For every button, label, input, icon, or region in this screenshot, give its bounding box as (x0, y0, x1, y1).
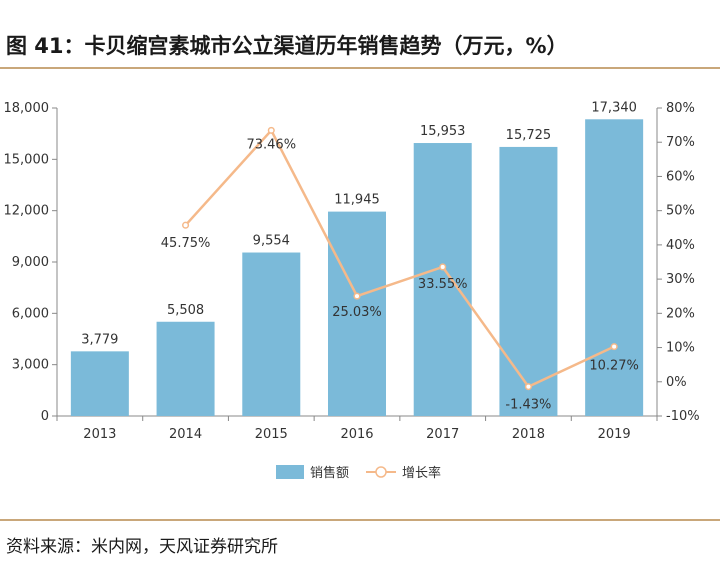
bar-value-label: 15,953 (420, 124, 466, 139)
bar-value-label: 5,508 (167, 303, 204, 318)
y-left-tick-label: 15,000 (4, 152, 50, 167)
x-tick-label: 2014 (169, 427, 202, 442)
legend-swatch-bar (276, 465, 304, 479)
y-left-tick-label: 0 (41, 409, 49, 424)
bar (499, 146, 558, 416)
bar (328, 211, 386, 416)
y-right-tick-label: 70% (666, 135, 695, 150)
bar (585, 119, 644, 416)
y-right-tick-label: 50% (666, 204, 695, 219)
y-right-tick-label: 20% (666, 306, 695, 321)
title-bar: 图 41：卡贝缩宫素城市公立渠道历年销售趋势（万元，%） (0, 0, 728, 68)
bar-value-label: 9,554 (253, 234, 290, 249)
bar (70, 351, 129, 416)
y-right-tick-label: 30% (666, 272, 695, 287)
bar (156, 321, 215, 416)
growth-rate-point (610, 343, 618, 351)
bar-value-label: 15,725 (506, 128, 552, 143)
x-tick-label: 2017 (426, 427, 459, 442)
growth-rate-label: 10.27% (589, 359, 639, 374)
x-tick-label: 2013 (83, 427, 116, 442)
y-left-tick-label: 3,000 (12, 358, 49, 373)
top-divider (0, 67, 720, 69)
y-right-tick-label: 0% (666, 375, 687, 390)
bar-value-label: 11,945 (334, 193, 380, 208)
y-left-tick-label: 9,000 (12, 255, 49, 270)
growth-rate-point (182, 221, 190, 229)
y-left-tick-label: 6,000 (12, 306, 49, 321)
bar-value-label: 3,779 (81, 332, 118, 347)
growth-rate-point (267, 126, 275, 134)
combo-chart: 0 3,000 6,000 9,000 12,000 15,000 18,000 -10% 0%… (4, 100, 700, 481)
y-left-tick-label: 12,000 (4, 204, 50, 219)
page-title: 图 41：卡贝缩宫素城市公立渠道历年销售趋势（万元，%） (6, 34, 568, 58)
legend-label-bar: 销售额 (310, 465, 349, 481)
x-tick-label: 2015 (255, 427, 288, 442)
legend-swatch-marker (375, 466, 387, 478)
growth-rate-label: 25.03% (332, 305, 382, 320)
bar-value-label: 17,340 (591, 100, 637, 115)
growth-rate-label: 45.75% (161, 236, 211, 251)
y-right-tick-label: -10% (666, 409, 700, 424)
bottom-divider (0, 519, 720, 521)
x-tick-label: 2018 (512, 427, 545, 442)
growth-rate-label: 33.55% (418, 277, 468, 292)
growth-rate-label: -1.43% (505, 398, 551, 413)
growth-rate-point (524, 383, 532, 391)
bar (242, 252, 301, 416)
x-tick-label: 2019 (598, 427, 631, 442)
growth-rate-line (184, 128, 615, 389)
y-left-tick-label: 18,000 (4, 101, 50, 116)
legend-label-line: 增长率 (402, 465, 441, 481)
y-right-tick-label: 80% (666, 101, 695, 116)
growth-rate-point (353, 292, 361, 300)
growth-rate-point (439, 263, 447, 271)
source-note: 资料来源：米内网，天风证券研究所 (6, 537, 278, 557)
y-right-tick-label: 10% (666, 341, 695, 356)
x-tick-label: 2016 (340, 427, 373, 442)
bar (413, 143, 472, 417)
growth-rate-label: 73.46% (246, 137, 296, 152)
y-right-tick-label: 40% (666, 238, 695, 253)
y-right-tick-label: 60% (666, 169, 695, 184)
